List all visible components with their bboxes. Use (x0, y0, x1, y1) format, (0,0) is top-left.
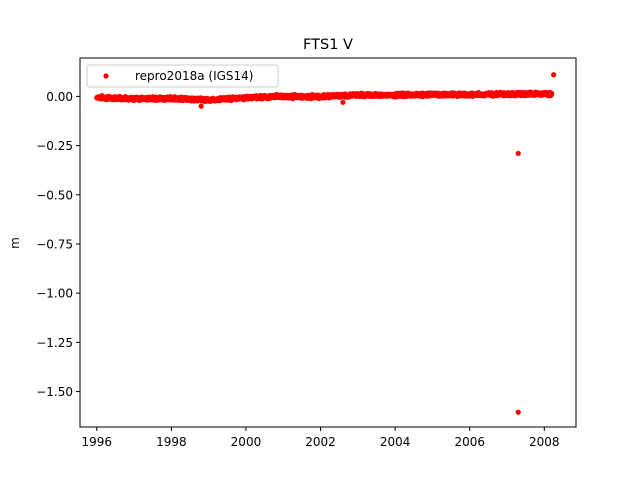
data-point-outlier (340, 99, 346, 105)
x-tick-label: 2006 (454, 435, 485, 449)
x-tick-label: 2000 (231, 435, 262, 449)
y-tick-label: −0.25 (36, 139, 73, 153)
legend-entry-label: repro2018a (IGS14) (135, 69, 253, 83)
x-tick-label: 2008 (529, 435, 560, 449)
y-axis-label: m (8, 237, 22, 249)
y-axis: 0.00 −0.25 −0.50 −0.75 −1.00 −1.25 −1.50 (36, 90, 80, 399)
y-tick-label: 0.00 (46, 90, 73, 104)
data-point-outlier (515, 409, 521, 415)
legend-box (86, 64, 279, 88)
y-tick-label: −0.75 (36, 237, 73, 251)
chart-title: FTS1 V (303, 37, 353, 53)
y-tick-label: −1.50 (36, 385, 73, 399)
plot-frame (79, 57, 577, 428)
legend-marker (103, 73, 109, 79)
x-tick-label: 2002 (305, 435, 336, 449)
data-points (94, 72, 557, 415)
y-tick-label: −1.00 (36, 287, 73, 301)
data-point-outlier (198, 103, 204, 109)
x-tick-label: 1996 (82, 435, 113, 449)
x-axis: 1996 1998 2000 2002 2004 2006 2008 (82, 427, 560, 449)
y-tick-label: −0.50 (36, 188, 73, 202)
data-point-outlier (551, 72, 557, 78)
data-point-outlier (515, 150, 521, 157)
y-tick-label: −1.25 (36, 336, 73, 350)
x-tick-label: 1998 (156, 435, 187, 449)
data-point (549, 90, 555, 97)
legend: repro2018a (IGS14) (86, 64, 279, 88)
x-tick-label: 2004 (380, 435, 411, 449)
